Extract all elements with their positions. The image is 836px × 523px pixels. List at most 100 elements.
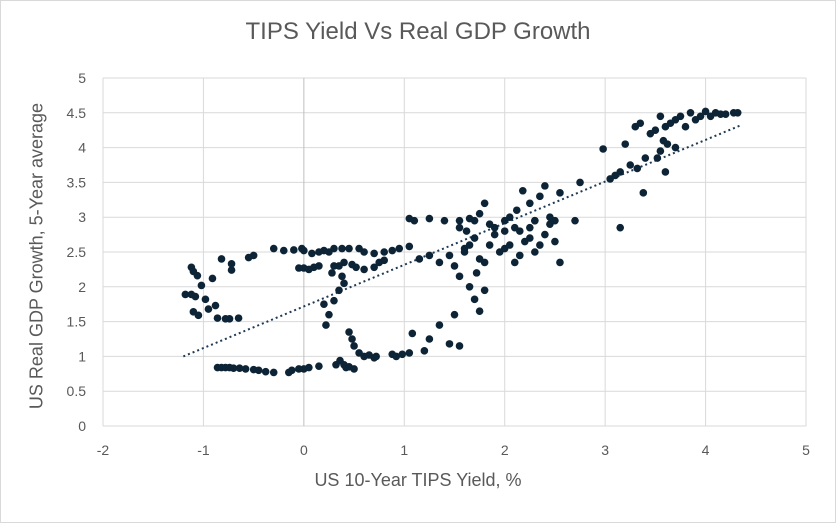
y-tick-label: 4 (78, 140, 86, 156)
data-point (405, 242, 414, 251)
x-tick-label: 3 (601, 442, 609, 458)
data-point (328, 269, 336, 277)
data-point (450, 262, 459, 270)
data-point (480, 199, 489, 208)
data-point (500, 227, 509, 235)
data-point (279, 246, 288, 255)
data-point (681, 122, 690, 131)
data-point (546, 220, 554, 228)
data-point (510, 223, 519, 232)
data-point (213, 314, 222, 322)
x-tick-label: -2 (97, 442, 110, 458)
x-axis-label: US 10-Year TIPS Yield, % (314, 470, 522, 490)
data-point (388, 246, 397, 255)
gridlines (102, 77, 807, 427)
y-tick-label: 0.5 (67, 383, 87, 399)
data-point (490, 230, 499, 239)
data-point (616, 168, 625, 176)
data-point (470, 295, 479, 304)
data-point (241, 365, 250, 373)
data-point (656, 112, 665, 121)
data-point (440, 216, 449, 225)
data-point (320, 300, 328, 309)
data-point (340, 279, 348, 288)
chart-title: TIPS Yield Vs Real GDP Growth (245, 18, 591, 45)
data-point (229, 364, 238, 373)
data-point (656, 147, 665, 155)
data-point (445, 251, 454, 260)
data-point (305, 363, 313, 372)
data-point (500, 244, 509, 253)
data-point (515, 251, 524, 260)
data-point (234, 314, 243, 322)
x-tick-label: 0 (300, 442, 308, 458)
data-point (621, 140, 630, 148)
data-point (330, 296, 338, 305)
data-point (335, 286, 343, 295)
data-point (556, 258, 564, 267)
data-point (733, 109, 742, 117)
data-point (686, 109, 695, 117)
y-tick-label: 2.5 (67, 244, 87, 260)
x-tick-label: -1 (197, 442, 210, 458)
data-point (420, 347, 429, 355)
data-point (556, 189, 564, 197)
data-point (348, 335, 356, 343)
data-point (425, 251, 434, 260)
data-point (269, 244, 278, 253)
data-point (415, 255, 424, 263)
data-point (211, 301, 220, 310)
data-point (526, 223, 534, 232)
y-tick-label: 5 (78, 70, 86, 86)
data-point (485, 220, 494, 228)
data-point (345, 244, 353, 253)
data-point (370, 263, 378, 272)
data-point (576, 178, 584, 187)
data-point (721, 110, 730, 118)
data-point (338, 244, 346, 253)
data-point (633, 164, 642, 173)
data-point (455, 272, 464, 281)
data-point (531, 248, 539, 256)
data-point (518, 186, 527, 195)
data-point (225, 315, 234, 323)
data-point (350, 342, 358, 350)
data-point (261, 367, 270, 376)
data-point (208, 274, 217, 283)
data-point (181, 290, 190, 299)
data-point (480, 286, 489, 295)
data-point (300, 246, 308, 255)
data-point (475, 209, 484, 218)
y-tick-label: 2 (78, 279, 86, 295)
y-tick-label: 3.5 (67, 174, 87, 190)
data-point (254, 366, 263, 375)
data-point (536, 192, 544, 201)
data-point (445, 340, 454, 348)
x-tick-label: 2 (501, 442, 509, 458)
data-point (380, 248, 389, 256)
data-point (510, 258, 519, 267)
data-points (181, 107, 742, 377)
data-point (470, 216, 479, 225)
data-point (480, 258, 489, 267)
data-point (201, 295, 210, 304)
data-point (288, 366, 296, 375)
data-point (470, 234, 479, 242)
data-point (408, 329, 417, 338)
data-point (455, 223, 464, 232)
data-point (512, 206, 521, 215)
data-point (455, 342, 464, 350)
data-point (325, 310, 333, 319)
data-point (193, 271, 202, 280)
data-point (405, 349, 414, 357)
data-point (235, 364, 244, 373)
data-point (671, 143, 680, 152)
data-point (360, 265, 368, 274)
data-point (227, 260, 236, 268)
data-point (639, 189, 648, 197)
data-point (340, 258, 348, 267)
y-tick-label: 1.5 (67, 314, 87, 330)
data-point (308, 249, 316, 258)
data-point (345, 328, 353, 336)
trendline-path (182, 124, 742, 358)
